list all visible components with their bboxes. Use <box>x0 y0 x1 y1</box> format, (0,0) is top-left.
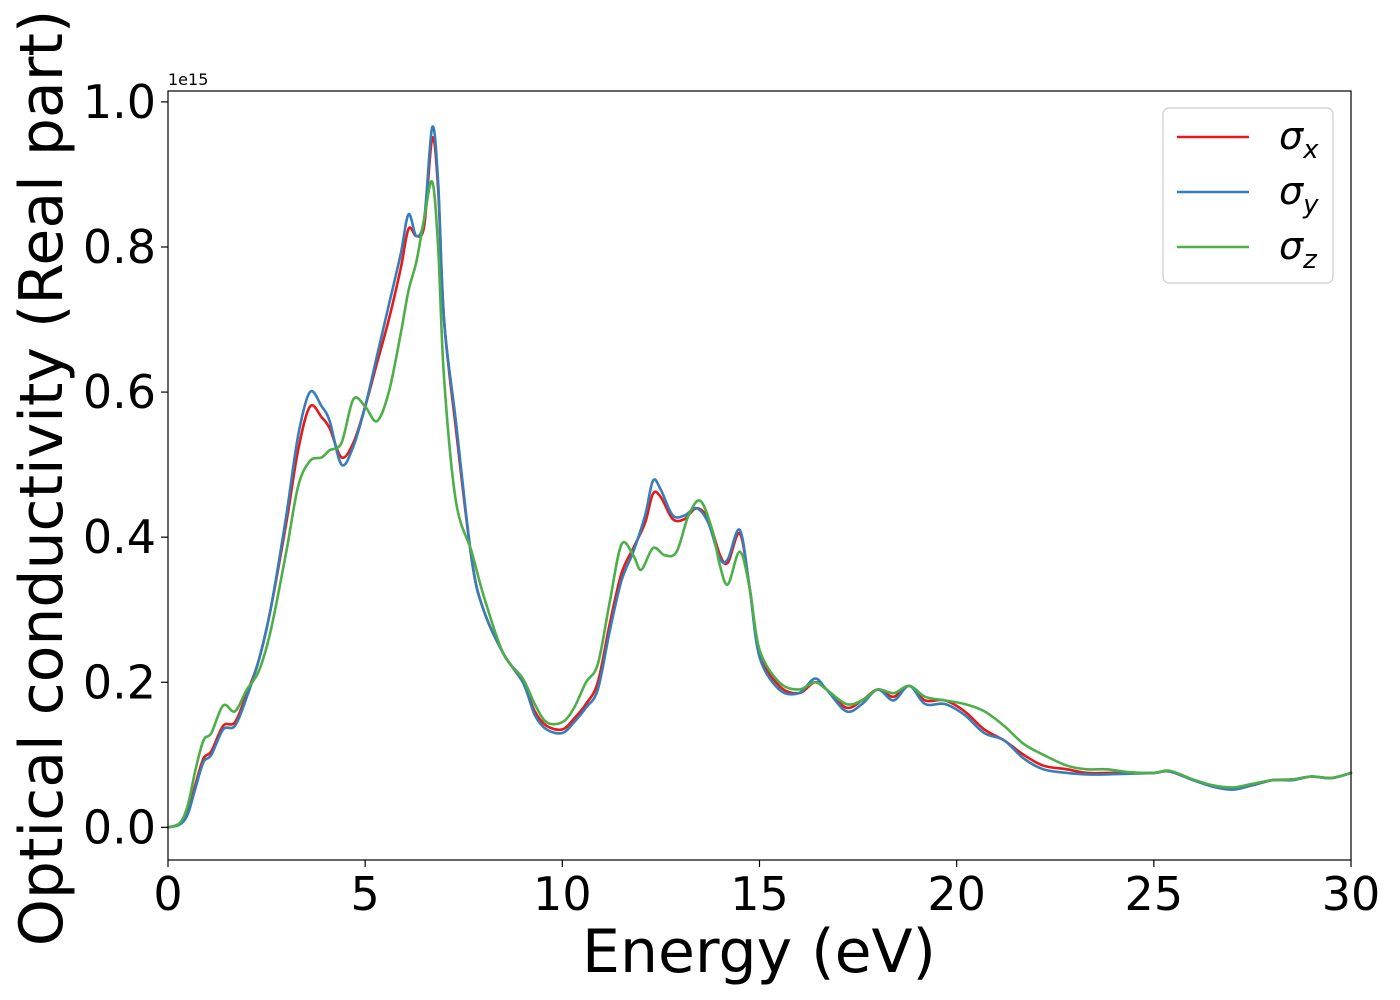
x-tick-label: 0 <box>153 867 182 921</box>
x-tick-label: 15 <box>730 867 789 921</box>
legend-box <box>1162 107 1334 284</box>
y-tick-label: 1.0 <box>83 75 156 129</box>
y-tick-label: 0.8 <box>83 220 156 274</box>
x-tick-label: 30 <box>1322 867 1381 921</box>
legend-label-y: σy <box>1279 169 1319 220</box>
series-line-z <box>166 180 1353 829</box>
y-axis-title: Optical conductivity (Real part) <box>7 10 77 947</box>
x-tick-label: 10 <box>533 867 592 921</box>
y-tick-label: 0.6 <box>83 365 156 419</box>
x-axis-ticks: 0 5 10 15 20 25 30 <box>153 860 1380 921</box>
x-tick-label: 20 <box>927 867 986 921</box>
y-tick-label: 0.0 <box>83 800 156 854</box>
y-tick-label: 0.2 <box>83 655 156 709</box>
y-tick-label: 0.4 <box>83 510 156 564</box>
x-axis-title: Energy (eV) <box>582 917 936 987</box>
series-line-y <box>166 125 1353 829</box>
x-tick-label: 25 <box>1125 867 1184 921</box>
legend-label-z: σz <box>1279 224 1318 275</box>
y-axis-ticks: 0.0 0.2 0.4 0.6 0.8 1.0 <box>83 75 168 854</box>
y-offset-text: 1e15 <box>168 70 208 89</box>
legend-label-x: σx <box>1279 114 1319 165</box>
x-tick-label: 5 <box>351 867 380 921</box>
series-layer <box>166 125 1353 829</box>
